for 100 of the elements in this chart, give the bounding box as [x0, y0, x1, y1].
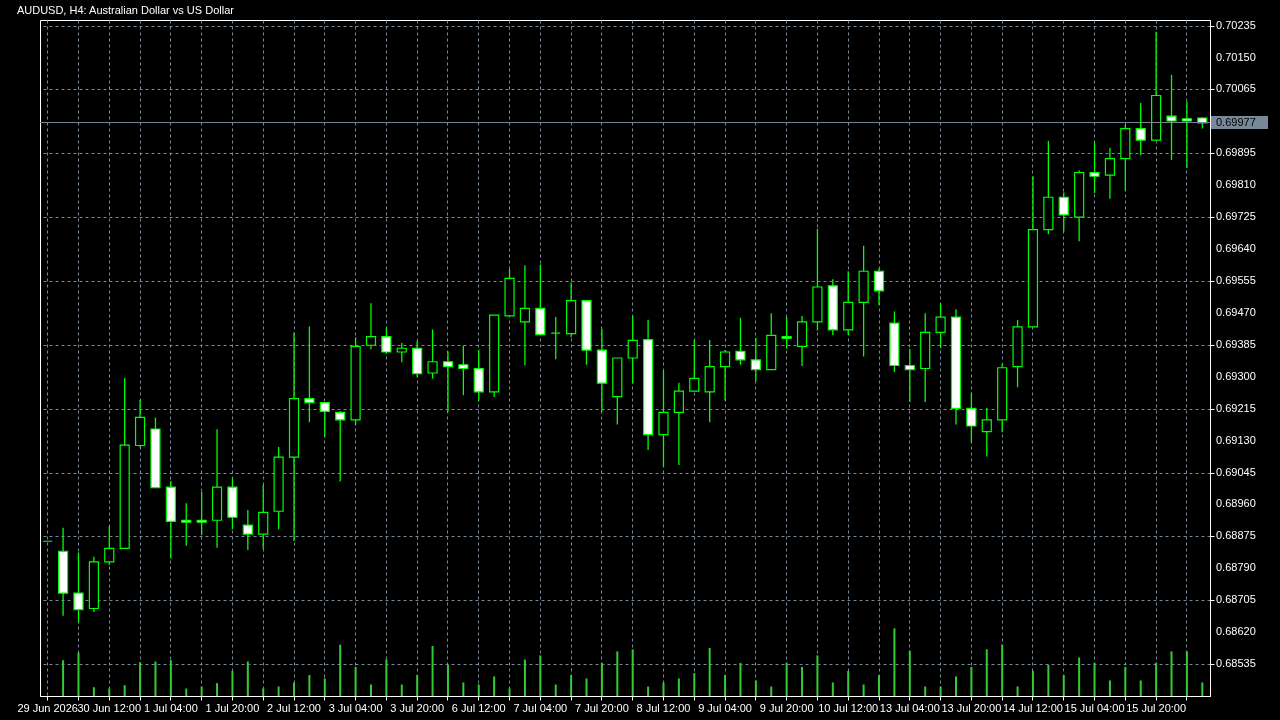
bar [1108, 680, 1111, 696]
bar [1124, 666, 1127, 696]
y-tick-label: 0.70065 [1216, 82, 1256, 95]
bar [323, 678, 326, 696]
bar [262, 688, 265, 696]
bar [1047, 664, 1050, 696]
bar [1016, 686, 1019, 696]
bar [739, 662, 742, 696]
candlestick [642, 319, 654, 451]
bar [924, 686, 927, 696]
y-tick-label: 0.68960 [1216, 497, 1256, 510]
x-tick-label: 1 Jul 20:00 [205, 701, 260, 714]
y-tick-label: 0.69555 [1216, 274, 1256, 287]
y-tick-label: 0.69385 [1216, 337, 1256, 350]
x-tick-label: 15 Jul 20:00 [1126, 701, 1187, 714]
candlestick [442, 350, 454, 413]
candlestick [211, 428, 223, 549]
x-tick-label: 8 Jul 12:00 [636, 701, 691, 714]
bar [600, 662, 603, 696]
chart-title: AUDUSD, H4: Australian Dollar vs US Dollar [16, 3, 235, 16]
bar [570, 675, 573, 696]
bar [277, 686, 280, 696]
y-tick-label: 0.69810 [1216, 178, 1256, 191]
candlestick [1074, 169, 1085, 242]
candlestick [858, 245, 869, 358]
bar [1170, 651, 1173, 696]
bar [754, 680, 757, 696]
x-tick-label: 10 Jul 12:00 [818, 701, 879, 714]
candlestick [920, 312, 931, 403]
bar [1001, 644, 1004, 696]
bar [708, 648, 711, 696]
x-tick-label: 15 Jul 04:00 [1064, 701, 1125, 714]
candlestick [1166, 74, 1177, 161]
candlestick [165, 480, 176, 560]
y-tick-label: 0.68875 [1216, 529, 1256, 542]
bar [816, 655, 819, 696]
y-tick-label: 0.69725 [1216, 210, 1256, 223]
bar [1078, 657, 1081, 696]
bar [878, 675, 881, 696]
y-tick-label: 0.69215 [1216, 401, 1256, 414]
bar [462, 682, 465, 696]
bar [631, 649, 634, 696]
y-tick-label: 0.68620 [1216, 625, 1256, 638]
bar [123, 685, 126, 696]
y-tick-label: 0.70150 [1216, 50, 1256, 63]
candlestick [658, 369, 669, 468]
candlestick [88, 556, 99, 613]
bar [954, 676, 957, 696]
y-tick-label: 0.68790 [1216, 561, 1256, 574]
bar [1139, 680, 1142, 696]
y-tick-label: 0.69895 [1216, 146, 1256, 159]
bar [539, 655, 542, 696]
candlestick [458, 344, 469, 396]
x-tick-label: 30 Jun 12:00 [77, 701, 142, 714]
candlestick [566, 281, 577, 338]
x-tick-label: 9 Jul 20:00 [759, 701, 814, 714]
candlestick [719, 349, 731, 402]
bar [446, 664, 449, 696]
candlestick [673, 382, 684, 466]
bar [216, 683, 219, 696]
candlestick [57, 527, 69, 617]
bar [585, 678, 588, 696]
candlestick [704, 339, 715, 423]
y-tick-label: 0.68705 [1216, 593, 1256, 606]
bar [200, 686, 203, 696]
x-tick-label: 13 Jul 20:00 [941, 701, 1002, 714]
x-tick-label: 14 Jul 12:00 [1002, 701, 1063, 714]
bar [862, 684, 865, 696]
candlestick [596, 328, 608, 413]
bar [831, 682, 834, 696]
bar [154, 661, 157, 696]
bar [893, 628, 896, 696]
y-tick-label: 0.69300 [1216, 369, 1256, 382]
bar [508, 688, 511, 696]
y-tick-label: 0.68535 [1216, 657, 1256, 670]
bar [616, 651, 619, 696]
candlestick [1181, 100, 1193, 169]
bar [523, 659, 526, 696]
bar [939, 686, 942, 696]
bar [62, 660, 65, 696]
candlestick [134, 399, 146, 449]
bar [647, 686, 650, 696]
x-tick-label: 3 Jul 20:00 [390, 701, 445, 714]
y-tick-label: 0.69045 [1216, 465, 1256, 478]
bar [724, 675, 727, 696]
bar [801, 666, 804, 696]
bar [1031, 670, 1034, 696]
bar [554, 684, 557, 696]
bar [1201, 682, 1204, 696]
x-tick-label: 3 Jul 04:00 [328, 701, 383, 714]
bar [785, 662, 788, 696]
bar [1185, 651, 1188, 696]
bar [185, 688, 188, 696]
candlestick [304, 325, 315, 423]
x-tick-label: 1 Jul 04:00 [143, 701, 198, 714]
bar [108, 688, 111, 696]
bar [400, 684, 403, 696]
candlestick [627, 315, 638, 385]
bar [431, 645, 434, 696]
y-tick-label: 0.69470 [1216, 305, 1256, 318]
